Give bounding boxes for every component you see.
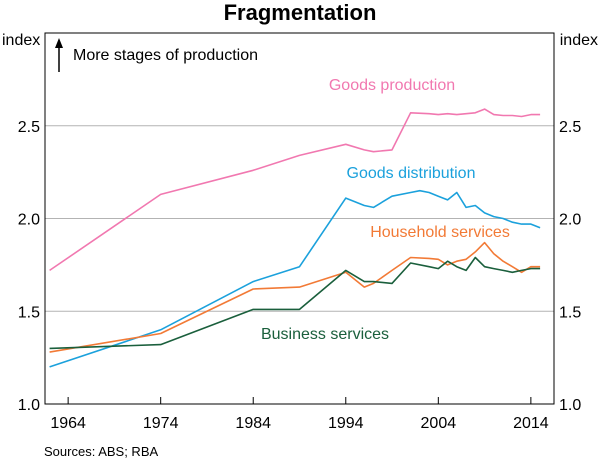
x-tick-label: 1994 [328, 415, 364, 432]
x-tick-label: 1984 [235, 415, 271, 432]
y-tick-label-right: 1.5 [559, 304, 581, 321]
x-tick-label: 2004 [421, 415, 457, 432]
y-tick-label-left: 1.5 [18, 304, 40, 321]
source-note: Sources: ABS; RBA [44, 444, 158, 459]
arrow-up-icon [55, 38, 63, 72]
y-tick-label-right: 2.0 [559, 212, 581, 229]
plot-frame [44, 32, 555, 405]
y-tick-labels-right: 1.0 1.5 2.0 2.5 [559, 119, 581, 414]
y-tick-label-left: 2.5 [18, 119, 40, 136]
gridlines [45, 125, 554, 312]
x-tick-label: 2014 [513, 415, 549, 432]
y-tick-label-right: 1.0 [559, 397, 581, 414]
series-line-goods-distribution [49, 189, 541, 368]
x-tick-label: 1964 [50, 415, 86, 432]
x-tick-labels: 1964 1974 1984 1994 2004 2014 [50, 415, 548, 432]
series-line-household-services [49, 241, 541, 353]
series-line-goods-production [49, 108, 541, 272]
series-label-household-services: Household services [370, 224, 510, 241]
y-tick-label-left: 2.0 [18, 212, 40, 229]
chart-title: Fragmentation [224, 0, 377, 25]
series-label-goods-production: Goods production [329, 77, 455, 94]
y-tick-labels-left: 1.0 1.5 2.0 2.5 [18, 119, 40, 414]
y-unit-right: index [560, 32, 598, 49]
x-ticks [67, 397, 532, 404]
series-label-business-services: Business services [261, 326, 389, 343]
annotation-more-stages: More stages of production [73, 47, 258, 64]
series-line-business-services [49, 256, 541, 350]
x-tick-label: 1974 [143, 415, 179, 432]
series-lines [49, 108, 541, 368]
y-tick-label-left: 1.0 [18, 397, 40, 414]
series-label-goods-distribution: Goods distribution [347, 165, 476, 182]
y-tick-label-right: 2.5 [559, 119, 581, 136]
y-unit-left: index [2, 32, 40, 49]
